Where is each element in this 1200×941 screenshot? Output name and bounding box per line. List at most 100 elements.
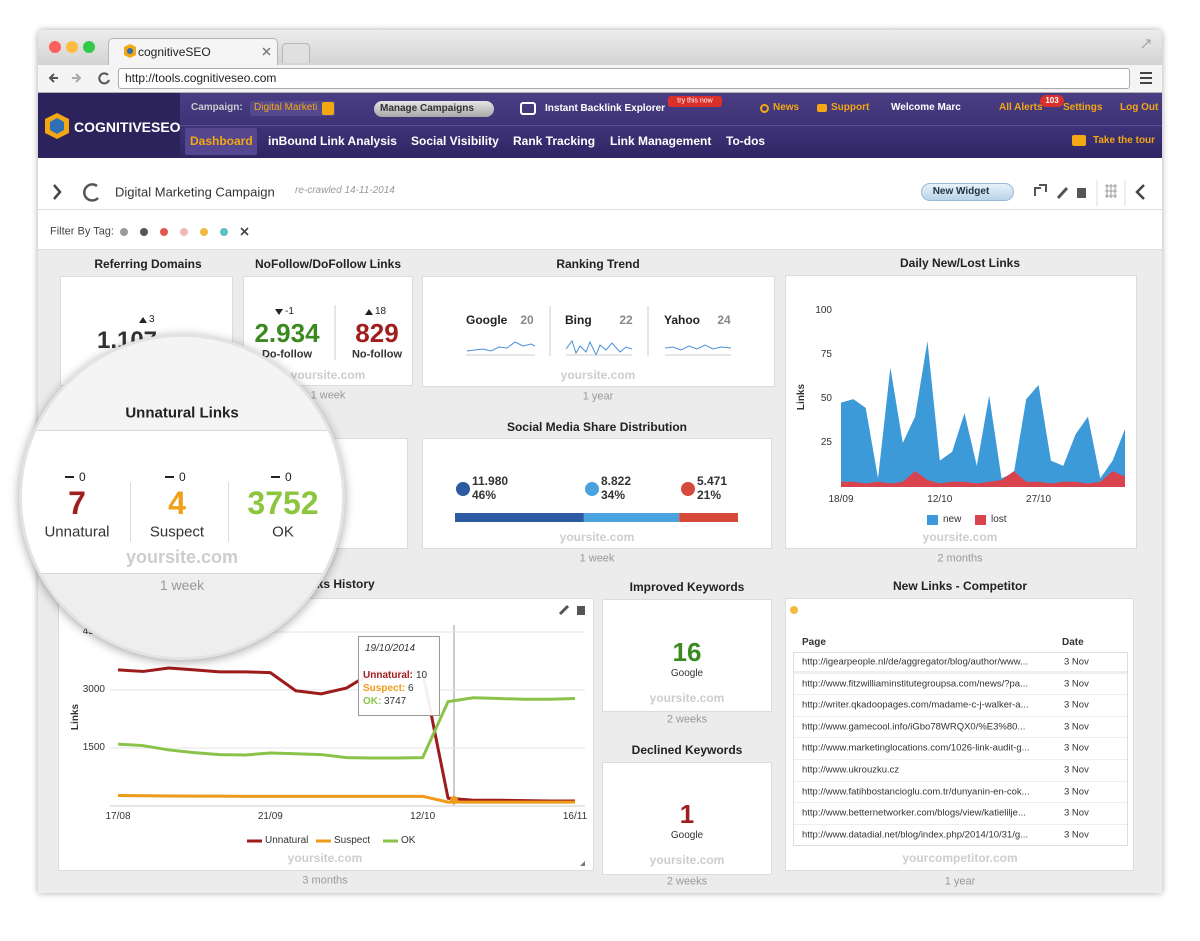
grid-toggle[interactable] [1105,184,1117,198]
reload[interactable] [98,72,110,85]
cell: 3 Nov [1064,785,1089,797]
legend-swatch [927,515,938,525]
label: yoursite.com [287,851,363,865]
label: 1 [679,799,695,829]
label: Yahoo [664,313,701,327]
cell: http://writer.qkadoopages.com/madame-c-j… [802,699,1029,711]
nav-item: Social Visibility [411,134,499,148]
new-tab[interactable] [282,43,310,63]
x-tick-label: 18/09 [828,494,854,505]
close-button[interactable] [49,41,61,53]
legend-label: new [943,514,962,525]
label: 2 weeks [666,875,708,888]
collapse[interactable] [1135,184,1145,200]
label: 2 weeks [666,713,708,726]
label: 21% [697,488,722,502]
campaign-arrow[interactable] [322,102,334,115]
legend-label: Suspect [334,835,371,846]
label: 3 [149,314,155,325]
label: NoFollow/DoFollow Links [255,257,401,271]
tag-filter[interactable] [160,228,168,236]
delete[interactable] [1077,188,1086,198]
fullscreen[interactable] [1141,39,1151,49]
no-change [271,476,280,478]
label: 1 year [582,390,614,403]
label: 4 [168,485,186,521]
url-box[interactable] [118,68,1130,89]
cell: 3 Nov [1064,656,1089,668]
tab-close[interactable] [262,47,271,56]
label: 5.471 [697,474,728,488]
share-bar [583,513,680,522]
new-widget-button[interactable] [921,183,1014,201]
share-bar [455,513,584,522]
no-change [165,476,174,478]
label: 3 months [302,874,348,887]
try-badge[interactable] [668,96,722,107]
up-arrow [139,317,147,323]
clear-filter[interactable] [240,227,250,237]
up-arrow [365,309,373,315]
sparkline [466,341,536,352]
logo-icon [45,113,69,139]
tag-filter[interactable] [120,228,128,236]
cell: http://www.betternetworker.com/blogs/vie… [802,807,1026,819]
label: Google [670,668,704,679]
tag-filter[interactable] [140,228,148,236]
cell: 3 Nov [1064,764,1089,776]
alerts-badge[interactable] [1040,95,1064,107]
label: OK [272,523,294,541]
campaign-select[interactable] [250,101,335,116]
manage-campaigns-button[interactable] [374,101,494,117]
label: 1 week [579,552,615,565]
tag-filter[interactable] [220,228,228,236]
edit[interactable] [1056,186,1069,200]
label: Digital Marketi [254,102,318,113]
tag-filter[interactable] [200,228,208,236]
edit[interactable] [558,604,570,616]
label: 1 year [944,875,976,888]
news-icon [760,104,769,113]
tab[interactable] [108,38,278,66]
cell: http://www.ukrouzku.cz [802,764,900,776]
label: 8.822 [601,474,632,488]
line [117,666,575,803]
x-tick-label: 16/11 [562,811,588,822]
clear-filter-x[interactable] [240,227,249,236]
y-tick-label: 3000 [82,684,105,695]
no-change [65,476,74,478]
label: cognitiveSEO [138,45,211,59]
row-rule [794,737,1127,739]
status-dot [790,606,798,614]
column-header: Page [802,637,826,648]
label: 0 [179,470,186,484]
legend-label: Unnatural [265,835,309,846]
share-bar [679,513,738,522]
tag-filter[interactable] [180,228,188,236]
label: Bing [565,313,592,327]
sparkline [664,344,732,351]
share[interactable] [1034,184,1047,196]
y-tick-label: 1500 [82,742,105,753]
minimize-button[interactable] [66,41,78,53]
back[interactable] [48,73,58,83]
area [841,471,1125,487]
magnifier [19,334,345,660]
line [117,696,576,760]
delete[interactable] [577,606,585,615]
x-tick-label: 17/08 [105,811,131,822]
label: Google [466,313,508,327]
label: re-crawled 14-11-2014 [295,185,395,196]
refresh[interactable] [83,183,99,202]
expand[interactable] [53,184,62,200]
forward[interactable] [72,73,82,83]
toolbar-icons [53,180,1145,206]
zoom-button[interactable] [83,41,95,53]
resize[interactable] [580,861,585,866]
label: 0 [79,470,86,484]
column-header: Date [1062,637,1084,648]
cell: 3 Nov [1064,829,1089,841]
menu[interactable] [1140,72,1152,84]
